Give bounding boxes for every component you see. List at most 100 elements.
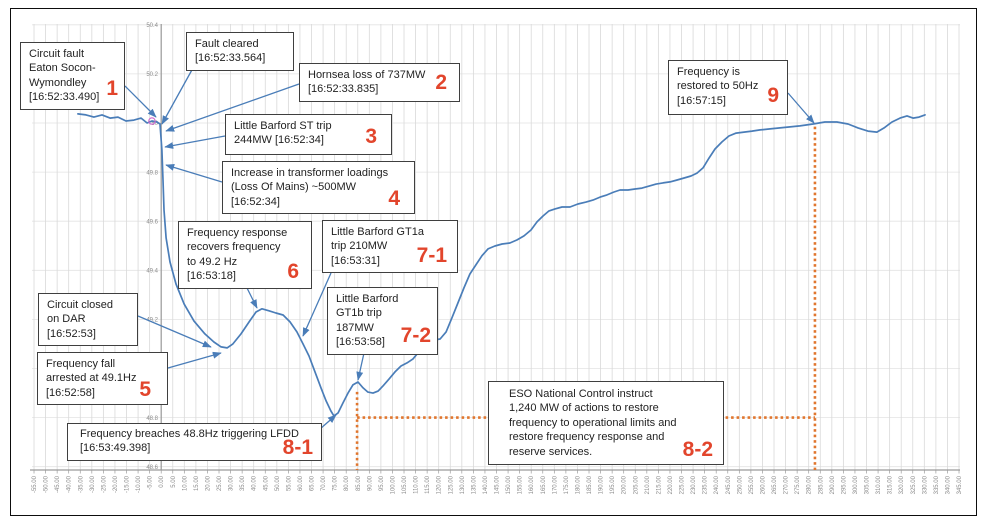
annotation-text-line: [16:52:33.490] bbox=[29, 91, 100, 104]
annotation-text-line: trip 210MW bbox=[331, 240, 388, 253]
x-tick-label: 315.00 bbox=[888, 475, 894, 494]
circuit-closed-dar-arrow bbox=[137, 315, 212, 348]
annotation-text-line: reserve services. bbox=[509, 445, 593, 458]
annotation-text-line: 187MW bbox=[336, 321, 374, 334]
frequency-restored-arrow bbox=[787, 92, 815, 124]
x-tick-label: 225.00 bbox=[680, 475, 686, 494]
annotation-text-line: Frequency fall bbox=[46, 358, 116, 370]
x-tick-label: 75.00 bbox=[333, 475, 339, 491]
x-tick-label: 235.00 bbox=[703, 475, 709, 494]
x-tick-label: -55.00 bbox=[32, 475, 38, 493]
annotation-text-line: Circuit closed bbox=[47, 299, 114, 311]
frequency-curve bbox=[77, 113, 926, 417]
x-tick-label: 270.00 bbox=[784, 475, 790, 494]
annotation-text-line: [16:52:58] bbox=[46, 386, 95, 399]
fault-cleared-arrow bbox=[161, 67, 194, 125]
annotation-number-7-1: 7-1 bbox=[416, 244, 447, 268]
y-tick-label: 50.2 bbox=[146, 72, 158, 78]
annotation-arrows bbox=[124, 67, 815, 430]
x-tick-label: 50.00 bbox=[275, 475, 281, 491]
y-tick-label: 48.6 bbox=[146, 465, 158, 471]
annotation-text-line: Wymondley bbox=[29, 76, 87, 89]
little-barford-gt1b-trip-arrow bbox=[356, 352, 365, 381]
annotation-text-line: recovers frequency bbox=[187, 241, 281, 254]
annotation-box-eso-actions: ESO National Control instruct 1,240 MW of… bbox=[488, 381, 724, 466]
little-barford-gt1a-trip-arrow bbox=[302, 272, 332, 337]
annotation-number-5: 5 bbox=[139, 378, 151, 402]
x-tick-label: 180.00 bbox=[575, 475, 581, 494]
annotation-text-line: Frequency breaches 48.8Hz triggering LFD… bbox=[80, 428, 299, 440]
x-tick-label: 80.00 bbox=[344, 475, 350, 491]
annotation-box-circuit-fault: Circuit fault Eaton Socon- Wymondley [16:52… bbox=[20, 42, 125, 110]
annotation-text-line: ESO National Control instruct bbox=[509, 388, 653, 400]
annotation-text-line: [16:57:15] bbox=[677, 94, 726, 107]
x-tick-label: -45.00 bbox=[55, 475, 61, 493]
annotation-box-circuit-closed-dar: Circuit closed on DAR [16:52:53] bbox=[38, 293, 138, 347]
x-tick-label: 15.00 bbox=[194, 475, 200, 491]
annotation-text-line: frequency to operational limits and bbox=[509, 416, 677, 429]
annotation-text-line: [16:53:49.398] bbox=[80, 442, 151, 455]
axis-tick-labels: 50.4 50.2 50 49.8 49.6 49.4 49.2 4 9 48.8 48.6 -55.… bbox=[32, 23, 963, 494]
annotation-text-line: to 49.2 Hz bbox=[187, 255, 238, 268]
x-tick-label: 285.00 bbox=[818, 475, 824, 494]
x-tick-label: 245.00 bbox=[726, 475, 732, 494]
annotation-number-2: 2 bbox=[435, 70, 447, 94]
annotation-text-line: [16:52:53] bbox=[47, 327, 96, 340]
x-tick-label: 30.00 bbox=[229, 475, 235, 491]
y-tick-label: 49.2 bbox=[146, 318, 158, 324]
x-tick-label: 215.00 bbox=[656, 475, 662, 494]
x-tick-label: -30.00 bbox=[90, 475, 96, 493]
x-tick-label: 20.00 bbox=[205, 475, 211, 491]
annotation-box-frequency-restored: Frequency is restored to 50Hz [16:57:15] 9 bbox=[668, 60, 788, 115]
annotation-text-line: Fault cleared bbox=[195, 38, 259, 50]
annotation-text-line: GT1b trip bbox=[336, 307, 382, 320]
x-tick-label: 280.00 bbox=[807, 475, 813, 494]
x-tick-label: 195.00 bbox=[610, 475, 616, 494]
y-tick-label: 49.6 bbox=[146, 219, 158, 225]
x-tick-label: 260.00 bbox=[760, 475, 766, 494]
x-tick-label: 150.00 bbox=[506, 475, 512, 494]
x-tick-label: 265.00 bbox=[772, 475, 778, 494]
annotation-box-hornsea-loss: Hornsea loss of 737MW [16:52:33.835] 2 bbox=[299, 63, 460, 102]
annotation-number-3: 3 bbox=[365, 125, 377, 148]
annotation-number-8-2: 8-2 bbox=[682, 438, 713, 462]
x-tick-label: 205.00 bbox=[633, 475, 639, 494]
annotation-text-line: Eaton Socon- bbox=[29, 62, 96, 75]
frequency-fall-arrested-arrow bbox=[167, 351, 222, 369]
annotation-text-line: [16:53:18] bbox=[187, 270, 236, 283]
y-tick-label: 48.8 bbox=[146, 416, 158, 422]
x-tick-label: 70.00 bbox=[321, 475, 327, 491]
x-tick-label: 60.00 bbox=[298, 475, 304, 491]
annotation-box-little-barford-gt1b-trip: Little Barford GT1b trip 187MW [16:53:58] 7-… bbox=[327, 287, 438, 355]
x-tick-label: 255.00 bbox=[749, 475, 755, 494]
x-tick-label: 90.00 bbox=[367, 475, 373, 491]
annotation-box-lfdd-trigger: Frequency breaches 48.8Hz triggering LFD… bbox=[67, 423, 322, 461]
x-tick-label: -40.00 bbox=[67, 475, 73, 493]
y-tick-label: 49.4 bbox=[146, 269, 158, 275]
annotation-box-frequency-fall-arrested: Frequency fall arrested at 49.1Hz [16:52:5… bbox=[37, 352, 168, 406]
x-tick-label: 140.00 bbox=[483, 475, 489, 494]
x-tick-label: -20.00 bbox=[113, 475, 119, 493]
circuit-fault-arrow bbox=[124, 85, 157, 118]
x-tick-label: -5.00 bbox=[148, 475, 154, 489]
annotation-text-line: restore frequency response and bbox=[509, 431, 665, 444]
annotation-text-line: Frequency is bbox=[677, 66, 740, 78]
x-tick-label: 165.00 bbox=[541, 475, 547, 494]
annotation-box-little-barford-st-trip: Little Barford ST trip 244MW [16:52:34] 3 bbox=[225, 114, 392, 155]
x-tick-label: 335.00 bbox=[934, 475, 940, 494]
annotation-text-line: [16:53:31] bbox=[331, 254, 380, 267]
x-tick-label: 340.00 bbox=[945, 475, 951, 494]
x-tick-label: 295.00 bbox=[841, 475, 847, 494]
frequency-response-recovery-arrow bbox=[246, 287, 258, 309]
x-tick-label: 145.00 bbox=[495, 475, 501, 494]
x-tick-label: 320.00 bbox=[899, 475, 905, 494]
x-tick-label: 300.00 bbox=[853, 475, 859, 494]
x-tick-label: 160.00 bbox=[529, 475, 535, 494]
y-tick-label: 49.8 bbox=[146, 170, 158, 176]
x-tick-label: 250.00 bbox=[737, 475, 743, 494]
x-tick-label: 305.00 bbox=[865, 475, 871, 494]
x-tick-label: 115.00 bbox=[425, 475, 431, 494]
x-tick-label: 125.00 bbox=[448, 475, 454, 494]
x-tick-label: -25.00 bbox=[101, 475, 107, 493]
x-tick-label: 105.00 bbox=[402, 475, 408, 494]
